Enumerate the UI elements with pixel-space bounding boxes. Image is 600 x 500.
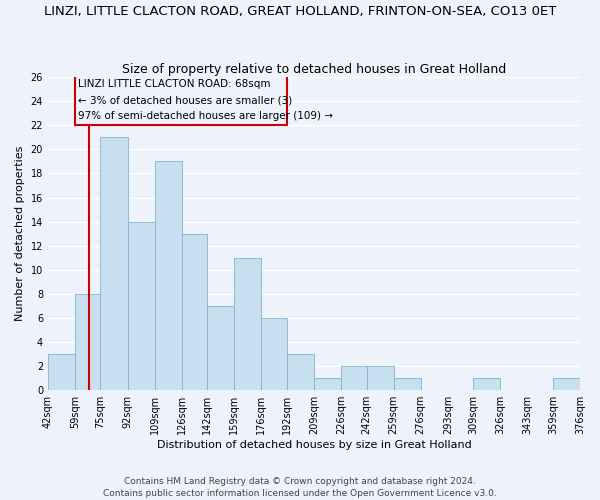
Bar bbox=[155, 162, 182, 390]
Bar bbox=[48, 354, 75, 390]
Bar bbox=[262, 318, 287, 390]
Bar bbox=[473, 378, 500, 390]
Bar bbox=[100, 138, 128, 390]
Bar bbox=[75, 75, 287, 126]
Text: LINZI, LITTLE CLACTON ROAD, GREAT HOLLAND, FRINTON-ON-SEA, CO13 0ET: LINZI, LITTLE CLACTON ROAD, GREAT HOLLAN… bbox=[44, 5, 556, 18]
Bar bbox=[75, 294, 100, 390]
Text: 97% of semi-detached houses are larger (109) →: 97% of semi-detached houses are larger (… bbox=[78, 111, 333, 121]
Bar bbox=[182, 234, 207, 390]
Y-axis label: Number of detached properties: Number of detached properties bbox=[15, 146, 25, 322]
Title: Size of property relative to detached houses in Great Holland: Size of property relative to detached ho… bbox=[122, 63, 506, 76]
Bar bbox=[394, 378, 421, 390]
X-axis label: Distribution of detached houses by size in Great Holland: Distribution of detached houses by size … bbox=[157, 440, 472, 450]
Bar bbox=[287, 354, 314, 390]
Bar bbox=[128, 222, 155, 390]
Text: LINZI LITTLE CLACTON ROAD: 68sqm: LINZI LITTLE CLACTON ROAD: 68sqm bbox=[78, 79, 271, 89]
Bar bbox=[314, 378, 341, 390]
Text: ← 3% of detached houses are smaller (3): ← 3% of detached houses are smaller (3) bbox=[78, 95, 292, 105]
Bar bbox=[553, 378, 580, 390]
Bar bbox=[341, 366, 367, 390]
Bar bbox=[207, 306, 235, 390]
Text: Contains HM Land Registry data © Crown copyright and database right 2024.
Contai: Contains HM Land Registry data © Crown c… bbox=[103, 476, 497, 498]
Bar bbox=[235, 258, 262, 390]
Bar bbox=[367, 366, 394, 390]
